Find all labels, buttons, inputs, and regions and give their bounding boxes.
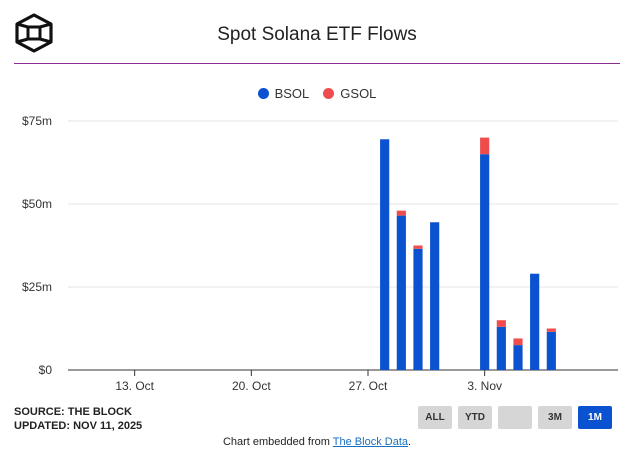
source-block: SOURCE: THE BLOCK UPDATED: NOV 11, 2025 bbox=[14, 405, 142, 433]
legend-label-bsol: BSOL bbox=[274, 86, 310, 101]
legend-swatch-gsol bbox=[323, 88, 335, 99]
y-tick-label: $25m bbox=[22, 280, 52, 294]
bar-gsol bbox=[496, 320, 506, 327]
bar-gsol bbox=[480, 137, 490, 155]
bar-gsol bbox=[513, 338, 523, 346]
chart-legend: BSOL GSOL bbox=[0, 86, 634, 101]
bar-bsol bbox=[496, 326, 506, 370]
range-button-blank[interactable] bbox=[498, 406, 532, 429]
updated-text: UPDATED: NOV 11, 2025 bbox=[14, 420, 143, 432]
bar-bsol bbox=[480, 154, 490, 370]
x-tick-label: 13. Oct bbox=[115, 379, 154, 393]
x-tick-label: 27. Oct bbox=[349, 379, 388, 393]
the-block-cube-icon bbox=[15, 13, 53, 53]
x-tick-label: 20. Oct bbox=[232, 379, 271, 393]
bar-bsol bbox=[380, 139, 390, 370]
x-tick-label: 3. Nov bbox=[467, 379, 502, 393]
embed-suffix: . bbox=[408, 436, 412, 448]
range-button-ytd[interactable]: YTD bbox=[458, 406, 492, 429]
legend-item-gsol[interactable]: GSOL bbox=[323, 86, 376, 101]
legend-item-bsol[interactable]: BSOL bbox=[257, 86, 310, 101]
bar-chart: $0 $25m $50m $75m 13. Oct 20. Oct 27. Oct 3. No… bbox=[22, 114, 618, 393]
embed-credit: Chart embedded from The Block Data. bbox=[0, 436, 634, 448]
bar-bsol bbox=[546, 331, 556, 370]
bar-bsol bbox=[430, 222, 440, 370]
bar-gsol bbox=[413, 245, 423, 249]
bar-bsol bbox=[513, 345, 523, 370]
y-tick-label: $50m bbox=[22, 197, 52, 211]
range-button-3m[interactable]: 3M bbox=[538, 406, 572, 429]
range-button-1m[interactable]: 1M bbox=[578, 406, 612, 429]
bar-gsol bbox=[546, 328, 556, 332]
bar-gsol bbox=[396, 210, 406, 216]
bar-bsol bbox=[530, 273, 540, 370]
range-button-all[interactable]: ALL bbox=[418, 406, 452, 429]
embed-prefix: Chart embedded from bbox=[222, 436, 330, 448]
y-tick-label: $75m bbox=[22, 114, 52, 128]
header-divider bbox=[14, 63, 620, 64]
range-selector: ALL YTD 3M 1M bbox=[418, 406, 612, 429]
y-tick-label: $0 bbox=[39, 363, 53, 377]
legend-swatch-bsol bbox=[257, 88, 269, 99]
bar-bsol bbox=[396, 215, 406, 370]
legend-label-gsol: GSOL bbox=[340, 86, 377, 101]
bar-bsol bbox=[413, 248, 423, 370]
the-block-data-link[interactable]: The Block Data bbox=[332, 436, 408, 448]
chart-header: Spot Solana ETF Flows bbox=[0, 0, 634, 64]
source-text: SOURCE: THE BLOCK bbox=[14, 406, 132, 418]
page-title: Spot Solana ETF Flows bbox=[217, 24, 417, 45]
